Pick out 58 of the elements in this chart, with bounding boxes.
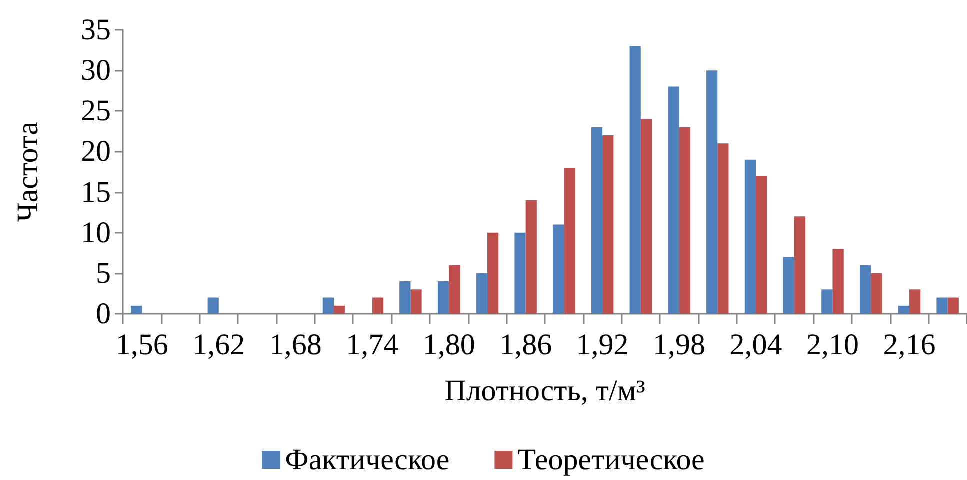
bar (602, 135, 614, 314)
bar (630, 46, 641, 314)
bar (744, 160, 756, 314)
x-axis-title: Плотность, т/м³ (444, 374, 646, 408)
bar (909, 290, 921, 314)
bar (410, 290, 422, 314)
x-tick-label: 2,16 (883, 328, 936, 362)
x-tick-label: 1,56 (116, 328, 168, 362)
bar (668, 86, 680, 314)
y-tick-label: 15 (81, 176, 111, 209)
bar (526, 200, 537, 314)
x-tick-label: 1,62 (192, 328, 246, 362)
bar (756, 176, 768, 314)
bar (679, 127, 690, 314)
bar (449, 265, 460, 314)
bar (948, 298, 959, 314)
bar (208, 298, 219, 314)
y-tick-label: 5 (96, 256, 111, 290)
bar (898, 306, 910, 314)
y-tick-label: 20 (81, 135, 111, 168)
legend-label: Фактическое (285, 444, 450, 476)
x-tick-label: 1,92 (576, 328, 629, 362)
bar (131, 306, 142, 314)
bar (832, 249, 844, 314)
legend-label: Теоретическое (518, 444, 705, 476)
bar (487, 232, 499, 314)
y-tick-label: 0 (96, 298, 111, 330)
bar (476, 273, 488, 314)
bar (514, 232, 526, 314)
bar (706, 70, 718, 314)
bar (334, 306, 346, 314)
x-tick-label: 1,86 (500, 328, 552, 362)
bar (591, 127, 603, 314)
x-tick-label: 1,74 (346, 328, 399, 362)
y-tick-label: 35 (81, 14, 111, 46)
bar (794, 216, 806, 314)
bar (871, 273, 882, 314)
bar (860, 265, 872, 314)
bar (640, 119, 652, 314)
y-tick-label: 25 (81, 94, 111, 128)
bar (372, 298, 384, 314)
x-tick-label: 2,04 (730, 328, 782, 362)
bar (936, 298, 948, 314)
bar (564, 168, 576, 314)
x-tick-label: 1,98 (653, 328, 706, 362)
y-tick-label: 30 (81, 54, 111, 88)
bar (438, 282, 450, 314)
bar (400, 282, 411, 314)
y-axis-title: Частота (12, 122, 44, 222)
x-tick-label: 1,80 (422, 328, 476, 362)
bar (718, 144, 729, 314)
bar (822, 290, 833, 314)
y-tick-label: 10 (81, 216, 111, 250)
bar (553, 224, 564, 314)
bar (322, 298, 334, 314)
x-tick-label: 2,10 (806, 328, 859, 362)
x-tick-label: 1,68 (269, 328, 322, 362)
bar (783, 257, 794, 314)
